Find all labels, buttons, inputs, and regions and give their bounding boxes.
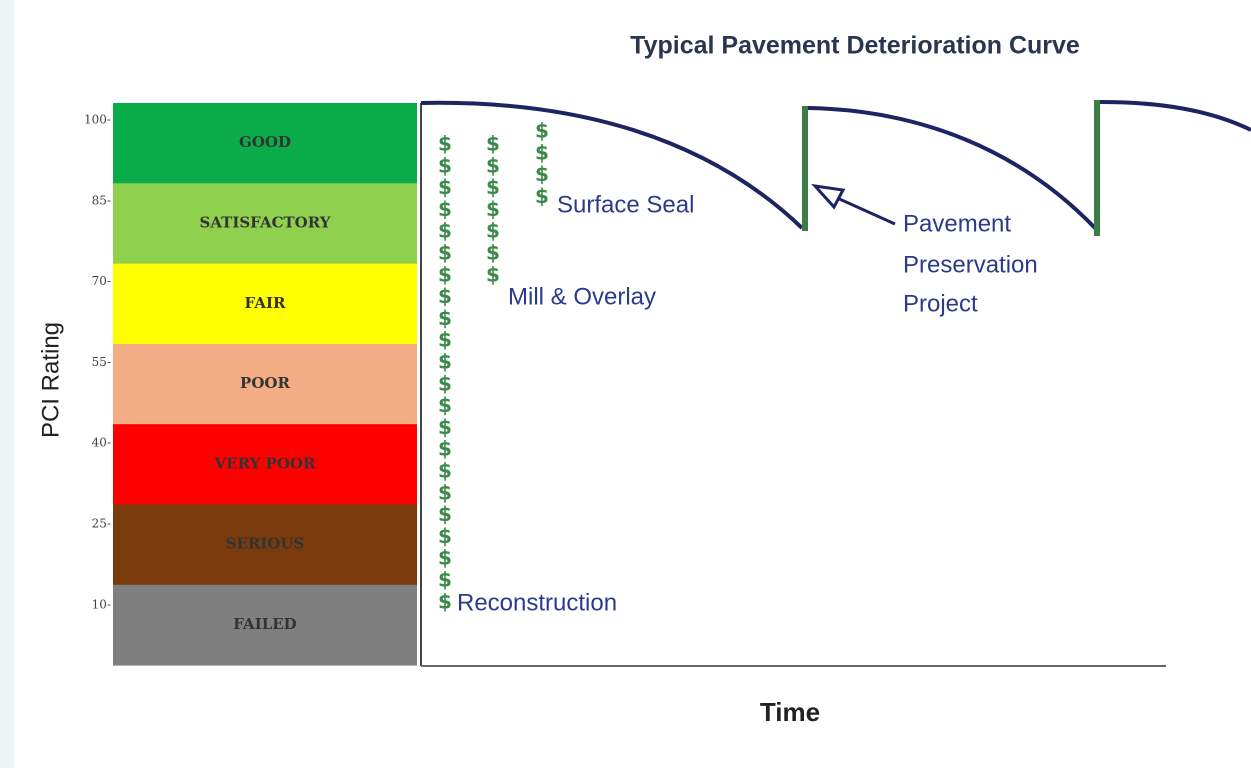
band-label: FAIR xyxy=(245,294,286,312)
treatment-label: Reconstruction xyxy=(457,589,617,616)
y-tick-label: 85- xyxy=(92,193,111,207)
dollar: $ xyxy=(438,546,452,570)
band-label: SATISFACTORY xyxy=(200,213,331,231)
dollar: $ xyxy=(486,153,500,177)
band xyxy=(113,263,417,345)
callout: Preservation xyxy=(903,251,1038,278)
treatment-label: Surface Seal xyxy=(557,191,694,218)
dollar: $ xyxy=(438,241,452,265)
title: Typical Pavement Deterioration Curve xyxy=(630,32,1080,60)
dollar: $ xyxy=(438,568,452,592)
y-tick-label: 100- xyxy=(84,113,111,127)
treatment-label: Mill & Overlay xyxy=(508,283,656,310)
dollar: $ xyxy=(535,162,549,186)
dollar: $ xyxy=(438,262,452,286)
dollar: $ xyxy=(438,524,452,548)
y-tick-label: 25- xyxy=(92,517,111,531)
arrow-head xyxy=(811,183,846,210)
band xyxy=(113,424,417,505)
curve xyxy=(807,106,1097,230)
dollar: $ xyxy=(438,306,452,330)
band-label: SERIOUS xyxy=(226,535,305,553)
dollar: $ xyxy=(535,140,549,164)
dollar: $ xyxy=(438,350,452,374)
y-tick-label: 55- xyxy=(92,355,111,369)
dollar: $ xyxy=(438,328,452,352)
dollar: $ xyxy=(438,197,452,221)
dollar: $ xyxy=(438,175,452,199)
band-label: VERY POOR xyxy=(214,454,316,472)
dollar: $ xyxy=(486,132,500,156)
dollar: $ xyxy=(535,184,549,208)
curve xyxy=(1099,100,1251,132)
dollar: $ xyxy=(438,132,452,156)
band xyxy=(113,504,417,586)
dollar: $ xyxy=(438,589,452,613)
dollar: $ xyxy=(486,241,500,265)
dollar: $ xyxy=(438,437,452,461)
dollar: $ xyxy=(438,153,452,177)
dollar: $ xyxy=(438,393,452,417)
curve xyxy=(420,100,804,230)
dollar: $ xyxy=(438,502,452,526)
dollar: $ xyxy=(486,197,500,221)
y-tick-label: 70- xyxy=(92,274,111,288)
dollar: $ xyxy=(438,219,452,243)
dollar: $ xyxy=(438,480,452,504)
band xyxy=(113,584,417,666)
dollar: $ xyxy=(438,371,452,395)
arrow xyxy=(834,195,896,226)
dollar: $ xyxy=(438,415,452,439)
band xyxy=(113,343,417,425)
band-label: POOR xyxy=(240,374,290,392)
band xyxy=(113,183,417,265)
edge xyxy=(0,0,14,768)
y-label: PCI Rating xyxy=(37,322,64,438)
y-tick-label: 10- xyxy=(92,597,111,611)
dollar: $ xyxy=(486,262,500,286)
dollar: $ xyxy=(438,284,452,308)
callout: Project xyxy=(903,290,978,317)
callout: Pavement xyxy=(903,210,1011,237)
dollar: $ xyxy=(535,119,549,143)
band-label: FAILED xyxy=(233,615,296,633)
y-tick-label: 40- xyxy=(92,436,111,450)
x-label: Time xyxy=(760,697,820,727)
dollar: $ xyxy=(486,219,500,243)
band-label: GOOD xyxy=(239,133,291,151)
dollar: $ xyxy=(486,175,500,199)
band xyxy=(113,103,417,184)
dollar: $ xyxy=(438,459,452,483)
